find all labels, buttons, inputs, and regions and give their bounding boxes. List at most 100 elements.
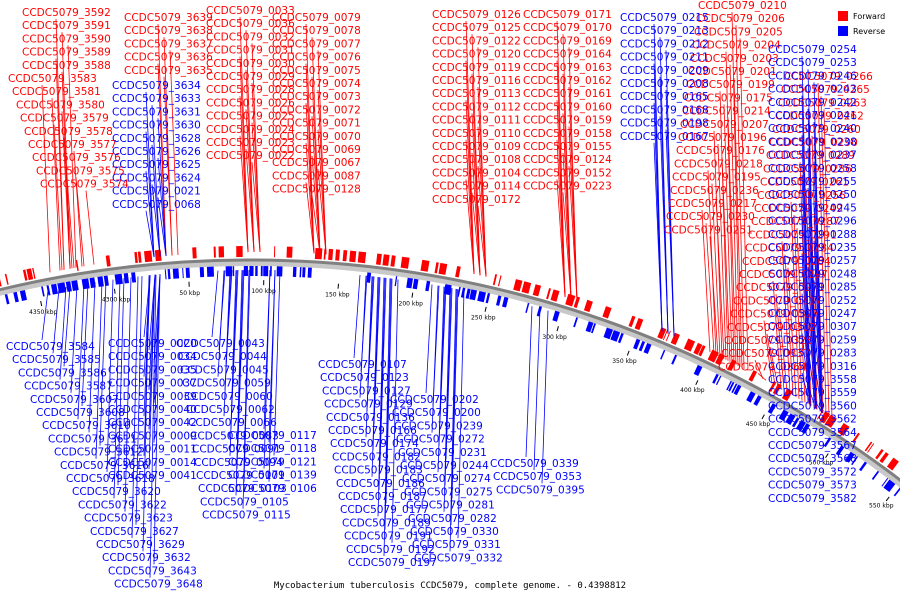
- reverse-gene-block: [465, 286, 472, 299]
- forward-gene-label: CCDC5079_0169: [523, 35, 612, 47]
- gene-connector: [449, 288, 457, 552]
- gene-connector: [359, 275, 367, 398]
- forward-gene-block: [335, 249, 340, 261]
- gene-connector: [145, 171, 155, 258]
- gene-connector: [251, 82, 261, 253]
- reverse-gene-block: [591, 321, 597, 334]
- gene-connector: [533, 308, 541, 471]
- gene-connector: [371, 276, 379, 477]
- reverse-gene-block: [573, 315, 579, 328]
- reverse-gene-block: [302, 265, 306, 278]
- gene-connector: [77, 283, 85, 420]
- scale-tick-mark: [40, 300, 43, 307]
- gene-connector: [450, 289, 458, 526]
- reverse-gene-label: CCDC5079_0045: [180, 364, 269, 376]
- forward-gene-label: CCDC5079_3580: [16, 99, 105, 111]
- reverse-gene-label: CCDC5079_3628: [112, 133, 201, 145]
- gene-connector: [75, 177, 85, 267]
- forward-gene-block: [26, 268, 34, 281]
- forward-gene-label: CCDC5079_0073: [272, 91, 361, 103]
- reverse-gene-label: CCDC5079_0117: [228, 430, 317, 442]
- gene-connector: [55, 58, 65, 270]
- reverse-gene-block: [19, 288, 27, 301]
- forward-gene-label: CCDC5079_0122: [432, 35, 521, 47]
- reverse-gene-label: CCDC5079_0237: [768, 150, 857, 162]
- scale-tick-mark: [825, 453, 829, 459]
- legend: Forward Reverse: [838, 11, 885, 36]
- reverse-gene-label: CCDC5079_3564: [768, 427, 857, 439]
- gene-connector: [471, 113, 481, 276]
- reverse-gene-label: CCDC5079_0187: [338, 491, 427, 503]
- gene-connector: [477, 126, 487, 277]
- gene-connector: [813, 319, 823, 413]
- forward-gene-block: [75, 259, 79, 271]
- forward-gene-label: CCDC5079_0069: [272, 144, 361, 156]
- forward-gene-label: CCDC5079_0023: [206, 137, 295, 149]
- gene-connector: [263, 270, 271, 469]
- gene-connector: [717, 143, 727, 360]
- forward-gene-label: CCDC5079_0120: [432, 49, 521, 61]
- reverse-gene-label: CCDC5079_3620: [72, 486, 161, 498]
- forward-gene-label: CCDC5079_0076: [272, 52, 361, 64]
- reverse-gene-label: CCDC5079_3573: [768, 480, 857, 492]
- forward-gene-label: CCDC5079_0195: [672, 172, 761, 184]
- reverse-gene-label: CCDC5079_0059: [182, 378, 271, 390]
- reverse-gene-block: [496, 293, 502, 306]
- reverse-gene-label: CCDC5079_0254: [768, 44, 857, 56]
- reverse-gene-label: CCDC5079_3586: [18, 367, 107, 379]
- reverse-gene-block: [412, 276, 419, 290]
- gene-connector: [99, 280, 107, 446]
- reverse-gene-label: CCDC5079_0307: [768, 321, 857, 333]
- reverse-gene-block: [871, 469, 881, 480]
- forward-gene-label: CCDC5079_0230: [666, 211, 755, 223]
- scale-tick-mark: [695, 380, 699, 386]
- forward-gene-block: [683, 338, 696, 352]
- gene-connector: [41, 290, 49, 341]
- reverse-gene-label: CCDC5079_3584: [6, 341, 95, 353]
- forward-gene-label: CCDC5079_0070: [272, 131, 361, 143]
- gene-connector: [541, 310, 549, 484]
- reverse-gene-label: CCDC5079_0091: [192, 444, 281, 456]
- gene-connector: [353, 275, 361, 359]
- forward-gene-label: CCDC5079_0164: [523, 49, 612, 61]
- forward-gene-block: [134, 251, 138, 264]
- reverse-gene-label: CCDC5079_0037: [108, 378, 197, 390]
- forward-gene-block: [772, 383, 782, 395]
- scale-tick-mark: [484, 306, 487, 312]
- reverse-gene-block: [469, 287, 478, 301]
- reverse-gene-block: [366, 270, 372, 283]
- gene-connector: [365, 276, 373, 438]
- gene-connector: [769, 346, 779, 387]
- reverse-gene-label: CCDC5079_3627: [90, 526, 179, 538]
- forward-gene-label: CCDC5079_3576: [32, 152, 121, 164]
- reverse-gene-label: CCDC5079_0239: [394, 420, 483, 432]
- gene-connector: [217, 270, 225, 377]
- reverse-gene-label: CCDC5079_3562: [768, 414, 857, 426]
- reverse-gene-label: CCDC5079_0202: [390, 394, 479, 406]
- reverse-gene-block: [502, 294, 509, 308]
- gene-connector: [63, 286, 71, 367]
- reverse-gene-block: [791, 415, 801, 428]
- gene-connector: [653, 142, 663, 332]
- genome-backbone: [0, 258, 900, 482]
- reverse-gene-label: CCDC5079_0043: [176, 338, 265, 350]
- forward-gene-label: CCDC5079_0025: [206, 111, 295, 123]
- scale-tick-label: 250 kbp: [471, 315, 496, 322]
- reverse-gene-label: CCDC5079_0283: [768, 348, 857, 360]
- gene-connector: [384, 278, 392, 530]
- gene-connector: [157, 157, 167, 256]
- reverse-gene-label: CCDC5079_3624: [112, 172, 201, 184]
- forward-gene-block: [513, 279, 523, 292]
- reverse-gene-label: CCDC5079_0241: [768, 110, 857, 122]
- forward-gene-label: CCDC5079_0290: [769, 137, 858, 149]
- reverse-gene-label: CCDC5079_0009: [108, 430, 197, 442]
- forward-gene-label: CCDC5079_0203: [690, 53, 779, 65]
- reverse-gene-label: CCDC5079_3559: [768, 387, 857, 399]
- reverse-gene-label: CCDC5079_3560: [768, 400, 857, 412]
- reverse-gene-label: CCDC5079_0123: [320, 372, 409, 384]
- forward-gene-label: CCDC5079_0172: [432, 194, 521, 206]
- reverse-gene-label: CCDC5079_0101: [196, 470, 285, 482]
- reverse-gene-block: [40, 284, 45, 297]
- gene-connector: [242, 270, 250, 509]
- forward-gene-label: CCDC5079_0075: [272, 65, 361, 77]
